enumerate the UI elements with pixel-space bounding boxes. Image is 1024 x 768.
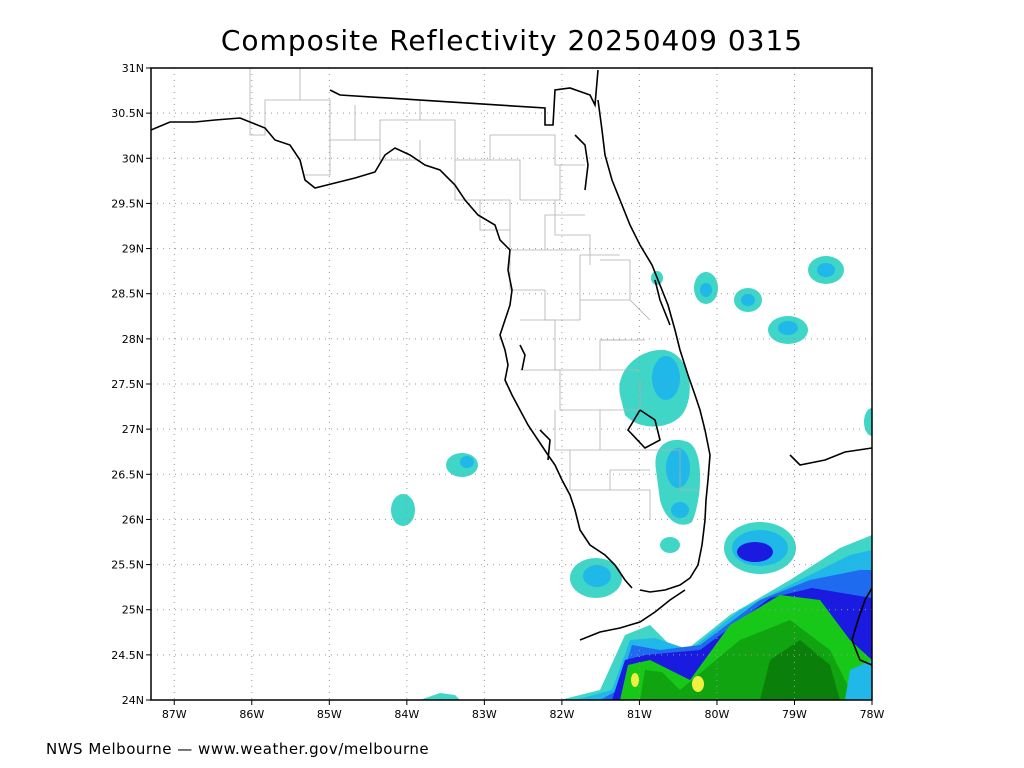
- lon-tick-label: 79W: [782, 708, 807, 721]
- county-lines: [249, 68, 700, 520]
- map-title: Composite Reflectivity 20250409 0315: [220, 24, 804, 57]
- echo-cell: [741, 294, 755, 306]
- echo-core: [692, 676, 704, 692]
- echo-cell: [700, 283, 712, 297]
- lon-tick-label: 87W: [162, 708, 187, 721]
- lon-tick-label: 78W: [860, 708, 885, 721]
- echo-band: [845, 660, 872, 700]
- footer-credit: NWS Melbourne — www.weather.gov/melbourn…: [46, 740, 430, 758]
- echo-cell: [652, 356, 680, 400]
- coastline: [151, 69, 872, 666]
- echo-cell: [817, 263, 835, 277]
- lat-lon-grid: [151, 68, 872, 700]
- lat-tick-label: 27.5N: [111, 378, 144, 391]
- echo-cell: [460, 456, 474, 468]
- echo-cell: [671, 502, 689, 518]
- latitude-labels: 31N 30.5N 30N 29.5N 29N 28.5N 28N 27.5N 27N 26.5N…: [111, 62, 151, 707]
- lat-tick-label: 30N: [122, 152, 144, 165]
- echo-band: [420, 693, 460, 700]
- lat-tick-label: 30.5N: [111, 107, 144, 120]
- echo-band: [760, 640, 840, 700]
- lon-tick-label: 86W: [239, 708, 264, 721]
- lon-tick-label: 80W: [705, 708, 730, 721]
- lat-tick-label: 29.5N: [111, 197, 144, 210]
- lat-tick-label: 26.5N: [111, 468, 144, 481]
- longitude-labels: 87W 86W 85W 84W 83W 82W 81W 80W 79W 78W: [162, 700, 885, 721]
- lat-tick-label: 25N: [122, 604, 144, 617]
- lat-tick-label: 27N: [122, 423, 144, 436]
- echo-cell: [737, 542, 773, 562]
- lat-tick-label: 29N: [122, 243, 144, 256]
- echo-core: [631, 673, 639, 687]
- echo-cell: [778, 321, 798, 335]
- lat-tick-label: 25.5N: [111, 559, 144, 572]
- lat-tick-label: 24.5N: [111, 649, 144, 662]
- lat-tick-label: 26N: [122, 513, 144, 526]
- echo-cell: [864, 408, 872, 436]
- lon-tick-label: 83W: [472, 708, 497, 721]
- lat-tick-label: 28.5N: [111, 288, 144, 301]
- radar-echoes: [391, 256, 872, 700]
- echo-cell: [666, 448, 690, 488]
- lon-tick-label: 82W: [549, 708, 574, 721]
- lon-tick-label: 85W: [317, 708, 342, 721]
- lat-tick-label: 24N: [122, 694, 144, 707]
- lat-tick-label: 31N: [122, 62, 144, 75]
- lon-tick-label: 81W: [627, 708, 652, 721]
- lon-tick-label: 84W: [394, 708, 419, 721]
- lat-tick-label: 28N: [122, 333, 144, 346]
- echo-cell: [391, 494, 415, 526]
- echo-cell: [583, 565, 611, 587]
- echo-cell: [660, 537, 680, 553]
